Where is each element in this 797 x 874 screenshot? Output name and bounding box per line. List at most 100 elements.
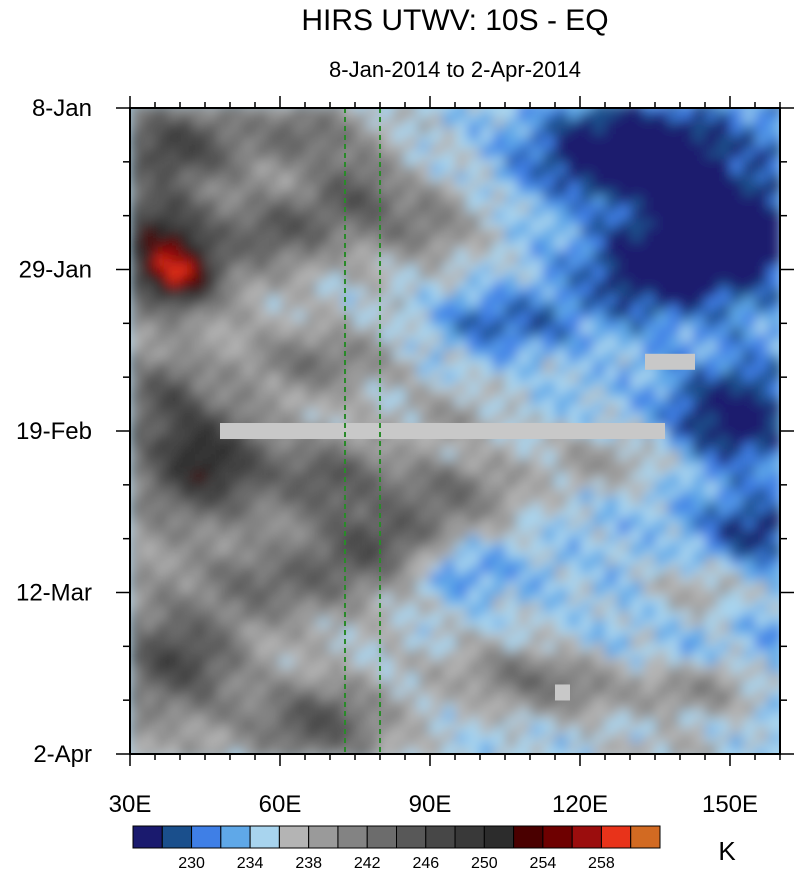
contour-cell (505, 519, 519, 528)
contour-cell (767, 657, 780, 667)
contour-cell (667, 273, 681, 282)
contour-cell (242, 411, 256, 421)
contour-cell (717, 304, 731, 313)
contour-cell (717, 542, 731, 552)
contour-cell (517, 611, 531, 621)
contour-cell (730, 557, 744, 567)
contour-cell (517, 280, 531, 290)
contour-cell (567, 642, 581, 651)
contour-cell (667, 288, 681, 298)
contour-cell (192, 119, 206, 129)
contour-cell (380, 603, 394, 613)
contour-cell (755, 108, 769, 113)
contour-cell (267, 180, 281, 190)
contour-cell (367, 342, 381, 352)
contour-cell (455, 488, 469, 498)
contour-cell (592, 511, 606, 521)
contour-cell (455, 227, 469, 236)
contour-cell (242, 527, 256, 536)
contour-cell (292, 373, 306, 382)
contour-cell (667, 703, 681, 713)
contour-cell (505, 557, 519, 567)
contour-cell (580, 542, 594, 552)
contour-cell (705, 357, 719, 367)
contour-cell (505, 227, 519, 236)
contour-cell (380, 650, 394, 659)
contour-cell (167, 150, 181, 159)
contour-cell (742, 150, 756, 159)
contour-cell (130, 742, 144, 751)
contour-cell (542, 565, 556, 575)
contour-cell (580, 642, 594, 651)
contour-cell (192, 173, 206, 182)
contour-cell (730, 342, 744, 352)
contour-cell (467, 111, 481, 121)
contour-cell (542, 519, 556, 528)
contour-cell (630, 696, 644, 705)
contour-cell (542, 327, 556, 336)
contour-cell (330, 403, 344, 413)
contour-cell (330, 327, 344, 336)
contour-cell (730, 250, 744, 259)
contour-cell (130, 496, 144, 505)
contour-cell (742, 688, 756, 698)
contour-cell (542, 288, 556, 298)
contour-cell (205, 519, 219, 528)
contour-cell (242, 242, 256, 252)
contour-cell (280, 127, 294, 136)
contour-cell (742, 188, 756, 198)
contour-cell (492, 342, 506, 352)
contour-cell (605, 219, 619, 229)
contour-cell (617, 719, 631, 728)
contour-cell (155, 527, 169, 536)
contour-cell (655, 726, 669, 736)
contour-cell (305, 557, 319, 567)
contour-cell (767, 580, 780, 590)
contour-cell (517, 234, 531, 244)
contour-cell (767, 496, 780, 505)
contour-cell (505, 542, 519, 552)
contour-cell (617, 534, 631, 544)
contour-cell (517, 273, 531, 282)
contour-cell (180, 296, 194, 305)
contour-cell (292, 250, 306, 259)
contour-cell (355, 550, 369, 559)
contour-cell (167, 450, 181, 459)
contour-cell (680, 119, 694, 129)
contour-cell (392, 265, 406, 275)
contour-cell (717, 503, 731, 513)
contour-cell (342, 642, 356, 651)
contour-cell (205, 603, 219, 613)
contour-cell (417, 250, 431, 259)
contour-cell (555, 650, 569, 659)
contour-cell (655, 273, 669, 282)
contour-cell (742, 457, 756, 467)
contour-cell (217, 150, 231, 159)
contour-cell (330, 450, 344, 459)
contour-cell (580, 611, 594, 621)
contour-cell (530, 211, 544, 221)
contour-cell (380, 588, 394, 598)
contour-cell (142, 534, 156, 544)
contour-cell (642, 550, 656, 559)
contour-cell (342, 534, 356, 544)
contour-cell (242, 457, 256, 467)
contour-cell (667, 280, 681, 290)
contour-cell (655, 665, 669, 675)
contour-cell (330, 396, 344, 405)
contour-cell (717, 603, 731, 613)
contour-cell (705, 165, 719, 175)
contour-cell (530, 665, 544, 675)
contour-cell (680, 542, 694, 552)
contour-cell (592, 142, 606, 152)
contour-cell (180, 396, 194, 405)
contour-cell (142, 711, 156, 721)
contour-cell (367, 434, 381, 444)
contour-cell (417, 511, 431, 521)
contour-cell (592, 273, 606, 282)
contour-cell (605, 519, 619, 528)
contour-cell (242, 680, 256, 690)
contour-cell (517, 204, 531, 213)
contour-cell (130, 388, 144, 398)
contour-cell (255, 580, 269, 590)
